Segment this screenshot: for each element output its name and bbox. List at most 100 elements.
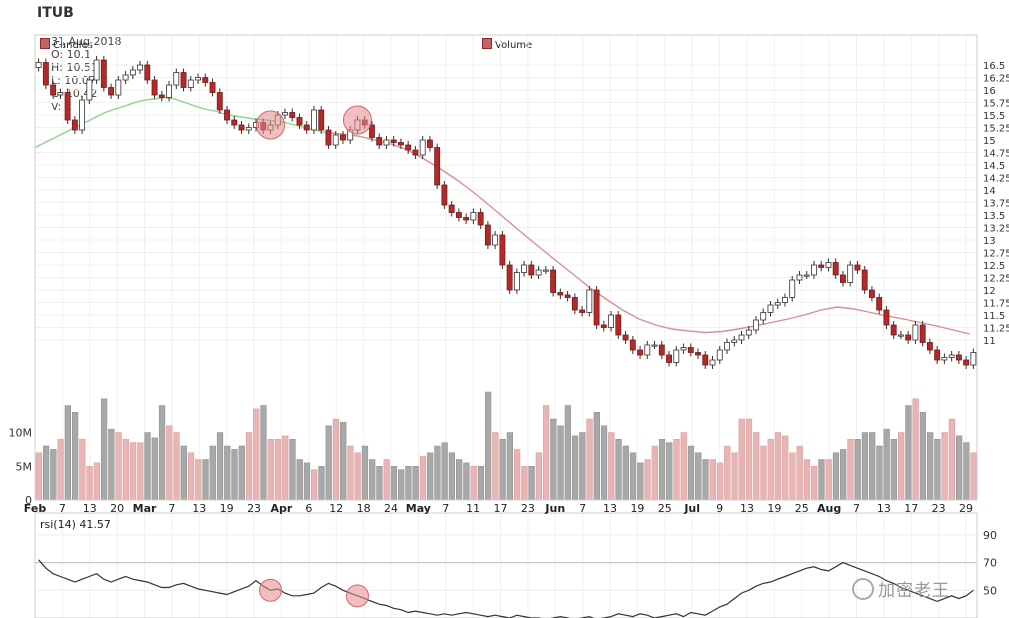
candle-body — [463, 217, 470, 221]
volume-bar — [79, 439, 86, 501]
price-tick-label: 13.75 — [983, 199, 1009, 210]
time-tick-label: 13 — [877, 502, 891, 515]
candles-legend-swatch — [40, 38, 50, 49]
legend-candles[interactable]: Candles — [40, 38, 93, 51]
time-tick-label: 7 — [442, 502, 449, 515]
volume-bar — [760, 445, 767, 501]
candle-body — [774, 302, 781, 306]
candle-body — [803, 274, 810, 277]
candle-body — [579, 309, 586, 313]
volume-bar — [745, 418, 753, 501]
candle-body — [593, 289, 600, 326]
candle-body — [325, 129, 332, 146]
volume-bar — [137, 442, 144, 501]
time-tick-label: 9 — [716, 502, 723, 515]
volume-bar — [847, 439, 854, 501]
volume-bar — [673, 439, 680, 501]
candle-body — [629, 339, 636, 351]
candle-body — [970, 352, 977, 366]
time-tick-label: Mar — [133, 502, 157, 515]
candle-body — [673, 349, 680, 363]
candle-body — [680, 347, 687, 351]
volume-bar — [912, 398, 919, 501]
candle-body — [137, 64, 144, 71]
price-tick-label: 16.25 — [983, 74, 1009, 85]
volume-bar — [876, 445, 883, 501]
candle-body — [173, 72, 180, 86]
rsi-panel-border — [34, 512, 978, 618]
volume-bar — [615, 439, 622, 501]
volume-bar — [629, 452, 637, 501]
candle-body — [600, 324, 607, 328]
candle-body — [542, 269, 549, 272]
candle-body — [738, 334, 745, 341]
volume-bar — [927, 432, 934, 501]
volume-bar — [593, 412, 600, 501]
candle-body — [108, 87, 115, 96]
price-tick-label: 16.5 — [983, 61, 1005, 72]
time-tick-label: 13 — [192, 502, 206, 515]
volume-bar — [390, 466, 398, 501]
volume-bar — [825, 459, 832, 501]
price-tick-label: 13.5 — [983, 211, 1005, 222]
candle-body — [245, 127, 252, 131]
volume-bar — [941, 432, 948, 501]
volume-bar — [535, 452, 542, 501]
volume-bar — [890, 439, 898, 501]
candle-body — [506, 264, 513, 291]
candle-body — [535, 269, 542, 276]
volume-bar — [861, 432, 869, 501]
candle-body — [753, 319, 759, 331]
volume-bar — [738, 418, 745, 501]
volume-bar — [883, 428, 890, 501]
time-tick-label: 11 — [466, 502, 480, 515]
candle-body — [187, 79, 194, 88]
volume-bar — [658, 439, 666, 501]
candle-body — [216, 92, 223, 111]
date-readout: 31 Aug 2018 — [51, 35, 122, 48]
legend-volume[interactable]: Volume — [482, 38, 532, 51]
price-tick-label: 15 — [983, 136, 996, 147]
volume-bar — [528, 466, 535, 501]
time-tick-label: 23 — [247, 502, 261, 515]
volume-bar — [412, 466, 419, 501]
volume-bar — [238, 445, 245, 501]
time-tick-label: 7 — [59, 502, 66, 515]
time-tick-label: 29 — [959, 502, 973, 515]
volume-bar — [100, 398, 108, 501]
candle-body — [890, 324, 897, 336]
volume-bar — [956, 435, 963, 501]
candle-body — [122, 74, 129, 81]
candle-body — [455, 212, 462, 218]
candle-body — [93, 59, 100, 81]
time-tick-label: 7 — [168, 502, 175, 515]
rsi-highlight-circle — [259, 578, 282, 602]
volume-bar — [202, 459, 209, 501]
time-tick-label: 25 — [658, 502, 672, 515]
time-tick-label: 23 — [521, 502, 535, 515]
candle-body — [57, 92, 64, 96]
volume-bar — [35, 452, 42, 501]
candle-body — [64, 92, 71, 121]
volume-bar — [86, 466, 93, 501]
candle-body — [666, 354, 672, 363]
volume-bar — [245, 432, 253, 501]
candle-body — [129, 69, 136, 76]
volume-bar — [709, 459, 716, 501]
candle-body — [615, 314, 622, 336]
volume-bar — [811, 466, 818, 501]
price-tick-label: 11.5 — [983, 311, 1005, 322]
candle-body — [180, 72, 187, 88]
volume-bar — [340, 422, 347, 501]
volume-bar — [840, 449, 847, 501]
volume-bar — [506, 432, 513, 501]
candle-body — [492, 234, 499, 246]
time-tick-label: Jun — [544, 502, 565, 515]
volume-bar — [803, 459, 811, 501]
volume-bar — [144, 432, 151, 501]
time-tick-label: May — [406, 502, 431, 515]
time-tick-label: 7 — [853, 502, 860, 515]
sma-line-red — [324, 131, 970, 335]
